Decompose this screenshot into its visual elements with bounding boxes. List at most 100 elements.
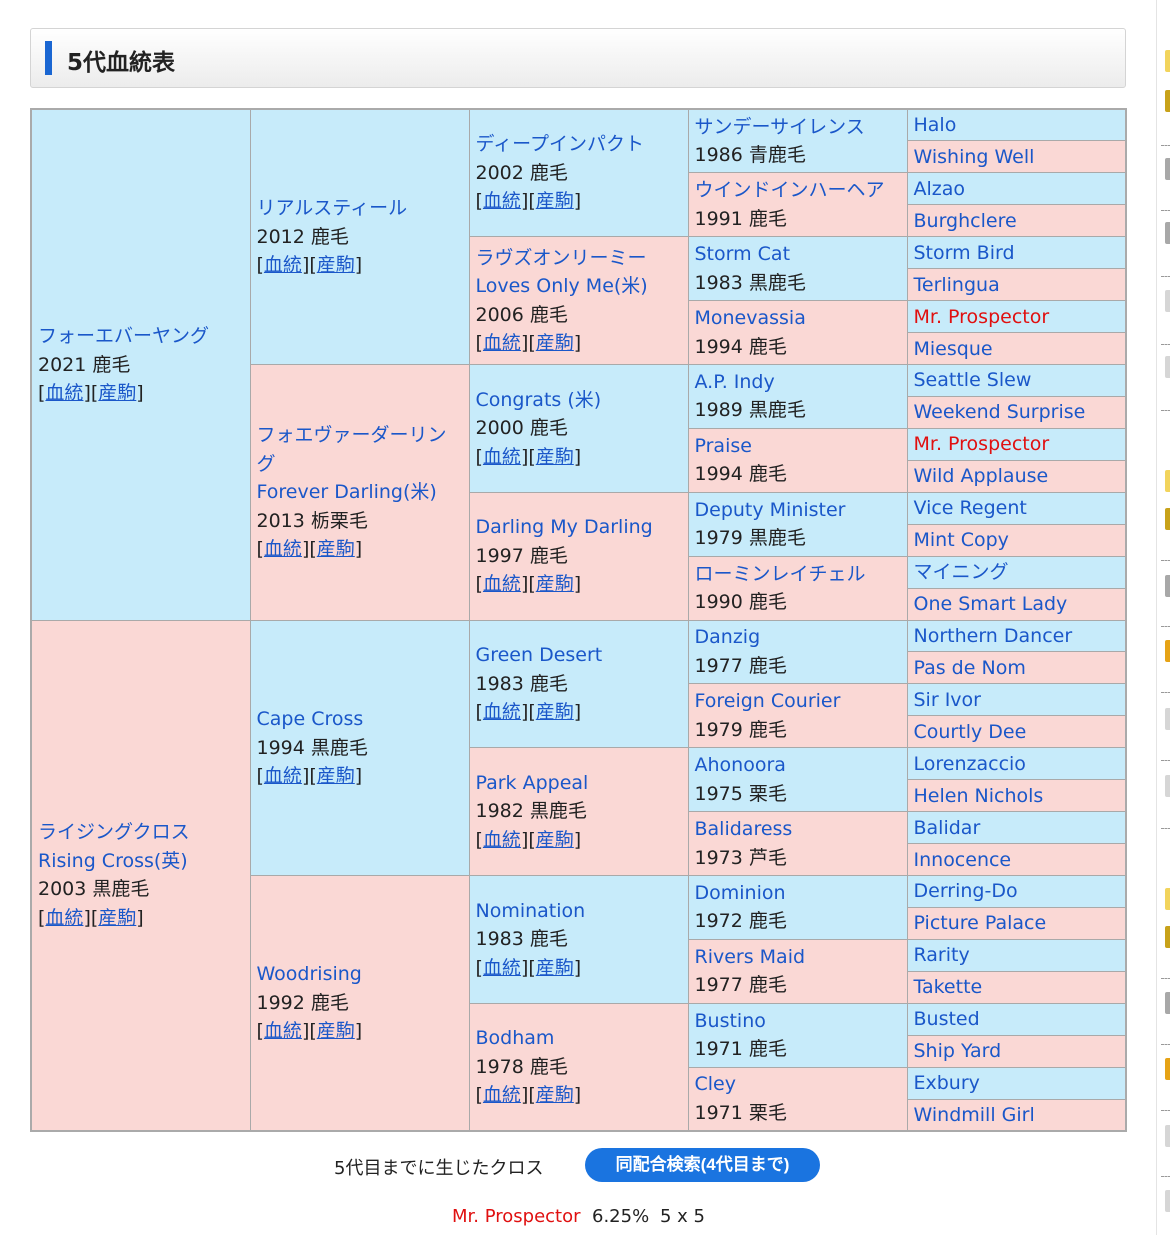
blood-link[interactable]: 血統 [263,538,302,560]
horse-name-link[interactable]: One Smart Lady [913,593,1068,616]
horse-name-link[interactable]: Wishing Well [913,145,1035,168]
same-mating-search-button[interactable]: 同配合検索(4代目まで) [585,1148,820,1182]
horse-name-link[interactable]: ライジングクロス [38,821,190,844]
horse-name-link[interactable]: ウインドインハーヘア [694,179,885,202]
offspring-link[interactable]: 産駒 [316,538,355,560]
side-tab-marker[interactable] [1165,926,1170,948]
horse-name-link[interactable]: Congrats (米) [475,388,602,411]
horse-name-link[interactable]: フォーエバーヤング [38,325,210,347]
offspring-link[interactable]: 産駒 [535,332,574,355]
horse-name-link[interactable]: ディープインパクト [475,133,645,156]
side-tab-marker[interactable] [1165,222,1170,244]
offspring-link[interactable]: 産駒 [98,382,137,404]
horse-foreign-name-link[interactable]: Loves Only Me(米) [475,275,648,298]
offspring-link[interactable]: 産駒 [535,190,574,213]
horse-name-link[interactable]: Rivers Maid [694,945,806,968]
horse-name-link[interactable]: Mint Copy [913,529,1009,552]
side-tab-marker[interactable] [1165,992,1170,1014]
side-tab-marker[interactable] [1165,1125,1170,1147]
horse-name-link[interactable]: Helen Nichols [913,784,1044,807]
horse-name-link[interactable]: Deputy Minister [694,498,846,521]
horse-name-link[interactable]: Terlingua [913,273,1000,296]
offspring-link[interactable]: 産駒 [535,956,574,979]
horse-name-link[interactable]: サンデーサイレンス [694,115,865,138]
horse-name-link[interactable]: リアルスティール [256,197,408,220]
horse-name-link[interactable]: Rarity [913,944,970,967]
horse-name-link[interactable]: Cley [694,1073,736,1096]
blood-link[interactable]: 血統 [45,906,84,929]
horse-name-link[interactable]: Foreign Courier [694,690,841,713]
horse-name-link[interactable]: Balidaress [694,818,793,841]
side-tab-marker[interactable] [1165,708,1170,730]
horse-name-link[interactable]: Dominion [694,881,786,904]
offspring-link[interactable]: 産駒 [535,573,574,596]
horse-name-link[interactable]: Storm Cat [694,243,791,266]
horse-name-link[interactable]: Danzig [694,626,761,649]
offspring-link[interactable]: 産駒 [98,906,137,929]
horse-name-link[interactable]: Lorenzaccio [913,752,1026,775]
offspring-link[interactable]: 産駒 [535,828,574,851]
blood-link[interactable]: 血統 [482,190,521,213]
horse-name-link[interactable]: Storm Bird [913,241,1015,264]
side-tab-marker[interactable] [1165,1190,1170,1212]
horse-name-link[interactable]: Monevassia [694,307,806,330]
horse-name-link[interactable]: Bodham [475,1027,555,1050]
horse-name-link[interactable]: Exbury [913,1072,980,1095]
horse-name-link[interactable]: Miesque [913,337,993,360]
horse-name-link[interactable]: ローミンレイチェル [694,562,866,585]
horse-name-link[interactable]: Derring-Do [913,880,1018,903]
horse-name-link[interactable]: Windmill Girl [913,1103,1035,1126]
side-tab-marker[interactable] [1165,640,1170,662]
blood-link[interactable]: 血統 [482,573,521,596]
blood-link[interactable]: 血統 [482,445,521,468]
horse-name-link[interactable]: Pas de Nom [913,656,1026,679]
horse-name-link[interactable]: Courtly Dee [913,720,1027,743]
horse-name-link[interactable]: Cape Cross [256,708,364,730]
side-tab-marker[interactable] [1165,356,1170,378]
side-tab-marker[interactable] [1165,470,1170,492]
offspring-link[interactable]: 産駒 [535,1084,574,1107]
side-tab-marker[interactable] [1165,90,1170,112]
horse-foreign-name-link[interactable]: Rising Cross(英) [38,849,188,872]
side-tab-marker[interactable] [1165,575,1170,597]
horse-name-link[interactable]: Mr. Prospector [913,305,1050,328]
horse-name-link[interactable]: Balidar [913,816,981,839]
side-tab-marker[interactable] [1165,888,1170,910]
blood-link[interactable]: 血統 [482,332,521,355]
horse-name-link[interactable]: Ahonoora [694,754,786,777]
offspring-link[interactable]: 産駒 [316,254,355,277]
cross-horse-link[interactable]: Mr. Prospector [452,1206,581,1227]
blood-link[interactable]: 血統 [45,382,84,404]
horse-name-link[interactable]: Wild Applause [913,465,1049,488]
side-tab-marker[interactable] [1165,1058,1170,1080]
horse-name-link[interactable]: Park Appeal [475,771,589,794]
horse-name-link[interactable]: Halo [913,114,957,137]
horse-name-link[interactable]: Green Desert [475,644,603,667]
blood-link[interactable]: 血統 [482,828,521,851]
horse-name-link[interactable]: Takette [913,976,983,999]
side-tab-marker[interactable] [1165,508,1170,530]
horse-name-link[interactable]: ラヴズオンリーミー [475,246,647,269]
horse-name-link[interactable]: Vice Regent [913,497,1027,520]
horse-name-link[interactable]: Praise [694,434,752,457]
blood-link[interactable]: 血統 [263,1020,302,1043]
horse-name-link[interactable]: フォエヴァーダーリング [256,424,447,475]
horse-name-link[interactable]: Alzao [913,177,966,200]
horse-name-link[interactable]: Burghclere [913,209,1017,232]
offspring-link[interactable]: 産駒 [535,701,574,724]
horse-name-link[interactable]: Ship Yard [913,1040,1002,1063]
horse-name-link[interactable]: Northern Dancer [913,624,1073,647]
horse-name-link[interactable]: Weekend Surprise [913,401,1086,424]
side-tab-marker[interactable] [1165,290,1170,312]
horse-name-link[interactable]: Sir Ivor [913,688,981,711]
horse-name-link[interactable]: Darling My Darling [475,516,653,539]
side-tab-marker[interactable] [1165,775,1170,797]
horse-foreign-name-link[interactable]: Forever Darling(米) [256,481,437,503]
offspring-link[interactable]: 産駒 [535,445,574,468]
horse-name-link[interactable]: Busted [913,1008,980,1031]
blood-link[interactable]: 血統 [482,701,521,724]
horse-name-link[interactable]: マイニング [913,561,1009,584]
horse-name-link[interactable]: Woodrising [256,963,362,986]
horse-name-link[interactable]: Innocence [913,848,1012,871]
horse-name-link[interactable]: Bustino [694,1009,766,1032]
